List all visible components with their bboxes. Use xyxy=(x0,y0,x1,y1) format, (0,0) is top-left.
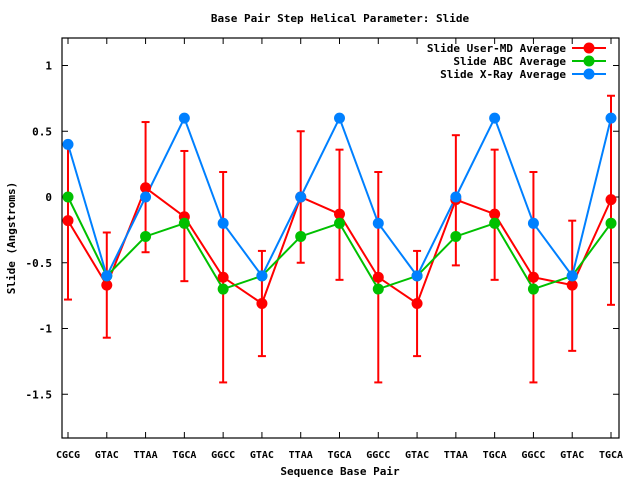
x-tick-label: TGCA xyxy=(327,450,351,461)
x-axis-label: Sequence Base Pair xyxy=(280,465,400,478)
legend-swatch-point xyxy=(583,42,595,54)
data-point-0 xyxy=(101,279,113,291)
data-point-2 xyxy=(450,191,462,203)
data-point-1 xyxy=(372,283,384,295)
y-tick-label: 1 xyxy=(45,60,52,73)
data-point-1 xyxy=(140,230,152,242)
data-point-0 xyxy=(140,182,152,194)
data-point-1 xyxy=(527,283,539,295)
y-tick-label: -0.5 xyxy=(26,257,53,270)
x-tick-label: GTAC xyxy=(405,450,429,461)
legend-label: Slide ABC Average xyxy=(453,55,566,68)
data-point-2 xyxy=(217,217,229,229)
x-tick-label: TTAA xyxy=(134,450,158,461)
x-tick-label: TGCA xyxy=(599,450,623,461)
data-point-1 xyxy=(178,217,190,229)
x-tick-label: GGCC xyxy=(521,450,545,461)
legend-swatch-point xyxy=(583,68,595,80)
data-point-2 xyxy=(527,217,539,229)
data-point-1 xyxy=(489,217,501,229)
x-tick-label: GTAC xyxy=(560,450,584,461)
data-point-2 xyxy=(178,112,190,124)
y-tick-label: -1.5 xyxy=(26,388,53,401)
x-tick-label: TGCA xyxy=(172,450,196,461)
data-point-0 xyxy=(527,271,539,283)
x-tick-label: TTAA xyxy=(444,450,468,461)
y-tick-label: 0.5 xyxy=(32,125,52,138)
chart-title: Base Pair Step Helical Parameter: Slide xyxy=(211,12,470,25)
data-point-1 xyxy=(217,283,229,295)
data-point-0 xyxy=(566,279,578,291)
data-point-0 xyxy=(372,271,384,283)
series-points xyxy=(62,112,617,310)
x-tick-label: GTAC xyxy=(95,450,119,461)
x-tick-label: TTAA xyxy=(289,450,313,461)
data-point-2 xyxy=(334,112,345,124)
data-point-0 xyxy=(411,298,423,310)
data-point-0 xyxy=(62,215,74,227)
data-point-2 xyxy=(62,138,74,150)
legend-label: Slide X-Ray Average xyxy=(440,68,566,81)
data-point-0 xyxy=(334,208,345,220)
x-tick-label: GGCC xyxy=(211,450,235,461)
y-axis-label: Slide (Angstroms) xyxy=(5,182,18,295)
y-tick-label: -1 xyxy=(39,323,53,336)
data-point-2 xyxy=(605,112,617,124)
data-point-2 xyxy=(140,191,152,203)
data-point-1 xyxy=(450,230,462,242)
x-tick-label: GGCC xyxy=(366,450,390,461)
data-point-2 xyxy=(489,112,501,124)
data-point-2 xyxy=(256,270,268,282)
axis-ticks: 1 0.5 0 -0.5 -1 -1.5 CGCG GTAC TTAA TGCA GGCC GTAC T… xyxy=(26,38,623,461)
data-point-0 xyxy=(605,194,617,206)
legend-label: Slide User-MD Average xyxy=(427,42,566,55)
data-point-1 xyxy=(334,217,345,229)
data-point-2 xyxy=(101,270,113,282)
data-point-2 xyxy=(372,217,384,229)
x-tick-label: CGCG xyxy=(56,450,80,461)
legend-swatch-point xyxy=(583,55,595,67)
x-tick-label: TGCA xyxy=(483,450,507,461)
data-point-1 xyxy=(295,230,307,242)
data-point-2 xyxy=(566,270,578,282)
data-point-0 xyxy=(217,271,229,283)
x-tick-label: GTAC xyxy=(250,450,274,461)
data-point-0 xyxy=(256,298,268,310)
data-point-2 xyxy=(411,270,423,282)
data-point-1 xyxy=(605,217,617,229)
data-point-0 xyxy=(489,208,501,220)
plot-frame xyxy=(61,37,620,439)
y-tick-label: 0 xyxy=(45,191,52,204)
data-point-2 xyxy=(295,191,307,203)
data-point-1 xyxy=(62,191,74,203)
